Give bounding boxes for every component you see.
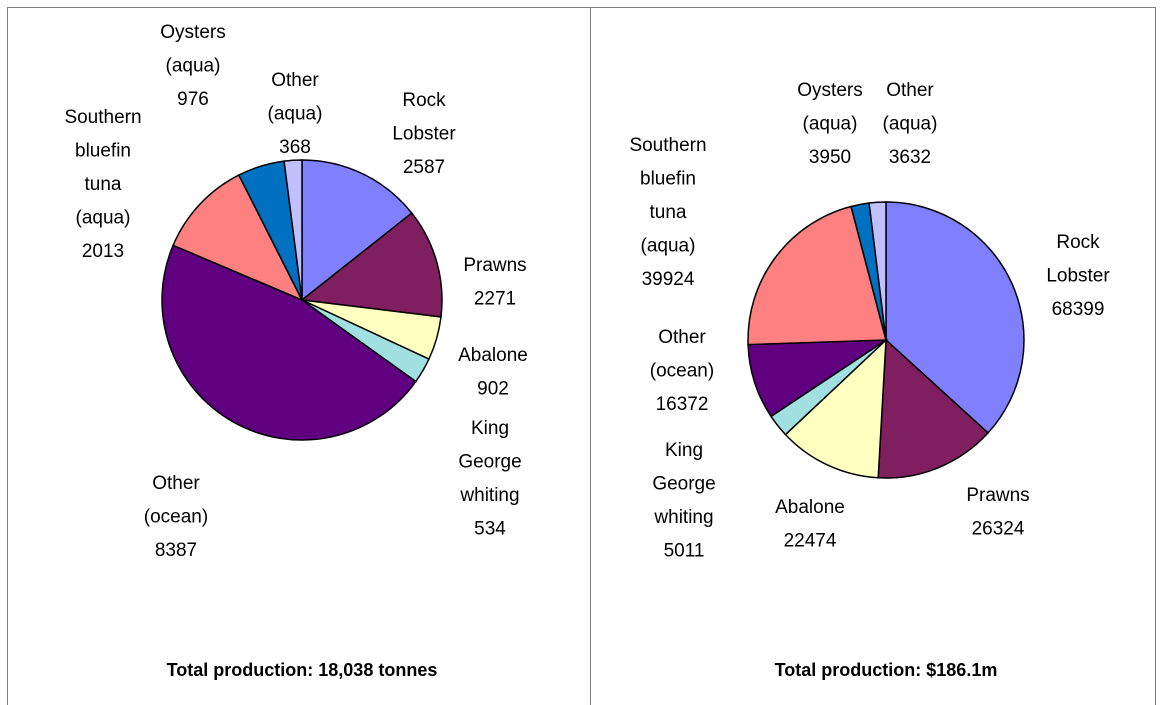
value-label: 5011 xyxy=(664,541,705,562)
slice-label: Abalone xyxy=(775,497,845,518)
pie-slice xyxy=(161,244,417,441)
value-label: 902 xyxy=(477,379,509,400)
pie-slice xyxy=(877,338,990,479)
value-label: 368 xyxy=(279,137,311,158)
slice-label: Other (aqua) xyxy=(268,70,323,125)
frame xyxy=(7,7,1156,705)
slice-label: Oysters (aqua) xyxy=(797,80,862,135)
slice-label: Southern bluefin tuna (aqua) xyxy=(64,107,141,229)
pie-slice xyxy=(301,159,413,302)
value-label: 534 xyxy=(474,519,506,540)
slice-label: Abalone xyxy=(458,345,528,366)
value-label: 22474 xyxy=(784,531,837,552)
slice-label: Rock Lobster xyxy=(1046,232,1110,287)
value-label: 3632 xyxy=(889,147,931,168)
slice-label: Southern bluefin tuna (aqua) xyxy=(629,135,706,257)
value-label: 2013 xyxy=(82,241,124,262)
value-label: 3950 xyxy=(809,147,851,168)
pie-slice xyxy=(868,201,887,341)
slice-label: King George whiting xyxy=(458,418,521,506)
value-label: 16372 xyxy=(656,394,709,415)
slice-label: Rock Lobster xyxy=(392,90,456,145)
slice-label: Other (aqua) xyxy=(883,80,938,135)
pie-slice xyxy=(172,174,304,302)
pie-slice xyxy=(300,212,443,318)
value-label: 2587 xyxy=(403,157,445,178)
slice-label: Prawns xyxy=(463,255,526,276)
pie-slice xyxy=(747,205,887,346)
pie-slice xyxy=(885,201,1025,434)
slice-label: Other (ocean) xyxy=(650,327,714,382)
slice-label: Oysters (aqua) xyxy=(160,22,225,77)
value-label: 8387 xyxy=(155,540,197,561)
slice-label: King George whiting xyxy=(652,440,715,528)
pie-slice xyxy=(283,159,303,301)
value-label: 68399 xyxy=(1052,299,1105,320)
value-label: 26324 xyxy=(972,519,1025,540)
slice-label: Other (ocean) xyxy=(144,473,208,528)
chart-title: Total production: $186.1m xyxy=(775,660,998,680)
pie-slice xyxy=(784,338,887,479)
chart-title: Total production: 18,038 tonnes xyxy=(167,660,438,680)
value-label: 976 xyxy=(177,89,209,110)
value-label: 39924 xyxy=(642,269,695,290)
slice-label: Prawns xyxy=(966,485,1029,506)
value-label: 2271 xyxy=(474,289,516,310)
